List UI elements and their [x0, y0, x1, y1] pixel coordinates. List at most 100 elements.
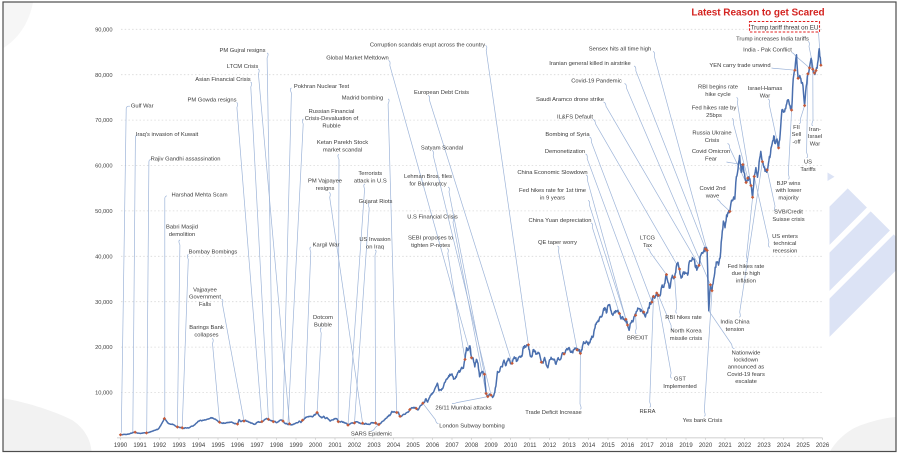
svg-text:30,000: 30,000	[95, 300, 112, 306]
svg-text:90,000: 90,000	[95, 27, 112, 33]
svg-text:Ketan Parekh Stock: Ketan Parekh Stock	[317, 140, 368, 146]
svg-text:US: US	[804, 160, 812, 166]
svg-text:Covid 2nd: Covid 2nd	[699, 186, 725, 192]
svg-text:2001: 2001	[328, 443, 342, 449]
svg-text:2014: 2014	[582, 443, 596, 449]
svg-text:Russian Financial: Russian Financial	[309, 109, 355, 115]
svg-text:Covid-19 fears: Covid-19 fears	[727, 372, 765, 378]
svg-text:FII: FII	[793, 125, 800, 131]
svg-text:Global Market Meltdown: Global Market Meltdown	[326, 56, 389, 62]
svg-text:Sensex hits all time high: Sensex hits all time high	[589, 47, 652, 53]
svg-text:with lower: with lower	[775, 188, 802, 194]
svg-text:20,000: 20,000	[95, 345, 112, 351]
svg-text:Saudi Aramco drone strike: Saudi Aramco drone strike	[536, 97, 604, 103]
svg-text:Kargil War: Kargil War	[313, 243, 340, 249]
svg-text:U.S Financial Crisis: U.S Financial Crisis	[407, 215, 458, 221]
svg-text:1996: 1996	[231, 443, 245, 449]
svg-text:Barings Bank: Barings Bank	[189, 325, 224, 331]
svg-text:Bubble: Bubble	[314, 322, 332, 328]
svg-text:RERA: RERA	[639, 409, 655, 415]
svg-text:1992: 1992	[153, 443, 167, 449]
svg-text:2004: 2004	[387, 443, 401, 449]
svg-text:hike cycle: hike cycle	[705, 92, 730, 98]
svg-text:GST: GST	[674, 377, 686, 383]
svg-text:2016: 2016	[621, 443, 635, 449]
svg-text:Iraq's invasion of Kuwait: Iraq's invasion of Kuwait	[136, 132, 199, 138]
svg-text:1993: 1993	[172, 443, 186, 449]
svg-text:Demonetization: Demonetization	[545, 149, 585, 155]
svg-text:SARS Epidemic: SARS Epidemic	[351, 432, 392, 438]
svg-text:Iranian general killed in airs: Iranian general killed in airstrike	[549, 61, 631, 67]
svg-text:2020: 2020	[699, 443, 713, 449]
svg-text:Fear: Fear	[705, 156, 717, 162]
svg-text:Tariffs: Tariffs	[800, 167, 815, 173]
svg-text:PM Gowda resigns: PM Gowda resigns	[188, 98, 237, 104]
svg-text:for Bankruptcy: for Bankruptcy	[409, 181, 446, 187]
svg-text:1994: 1994	[192, 443, 206, 449]
svg-text:2018: 2018	[660, 443, 674, 449]
svg-text:collapses: collapses	[194, 332, 218, 338]
svg-text:BREXIT: BREXIT	[627, 336, 648, 342]
svg-text:2002: 2002	[348, 443, 362, 449]
svg-text:majority: majority	[778, 195, 798, 201]
svg-text:2011: 2011	[524, 443, 538, 449]
svg-text:Rajiv Gandhi assassination: Rajiv Gandhi assassination	[151, 157, 221, 163]
svg-text:Gulf War: Gulf War	[131, 104, 154, 110]
svg-text:Terrorists: Terrorists	[358, 171, 382, 177]
svg-text:70,000: 70,000	[95, 118, 112, 124]
svg-text:in 9 years: in 9 years	[540, 195, 565, 201]
svg-text:2012: 2012	[543, 443, 557, 449]
svg-text:Asian Financial Crisis: Asian Financial Crisis	[195, 77, 251, 83]
svg-text:1998: 1998	[270, 443, 284, 449]
svg-text:2005: 2005	[406, 443, 420, 449]
svg-text:Rubble: Rubble	[322, 123, 340, 129]
svg-text:80,000: 80,000	[95, 73, 112, 79]
svg-text:European Debt Crisis: European Debt Crisis	[414, 90, 469, 96]
svg-text:Pokhran Nuclear Test: Pokhran Nuclear Test	[294, 84, 350, 90]
svg-text:tighten P-notes: tighten P-notes	[411, 243, 450, 249]
svg-text:missile crisis: missile crisis	[670, 336, 703, 342]
svg-text:25bps: 25bps	[706, 113, 722, 119]
svg-text:Madrid bombing: Madrid bombing	[342, 96, 384, 102]
svg-text:1990: 1990	[114, 443, 128, 449]
svg-text:demolition: demolition	[169, 232, 195, 238]
svg-text:Trump increases India tariffs: Trump increases India tariffs	[736, 37, 809, 43]
svg-text:-off: -off	[792, 139, 801, 145]
svg-text:Lehman Bros. files: Lehman Bros. files	[404, 174, 452, 180]
svg-text:attack in U.S: attack in U.S	[354, 178, 387, 184]
svg-text:2013: 2013	[562, 443, 576, 449]
svg-text:2007: 2007	[445, 443, 459, 449]
svg-text:Babri Masjid: Babri Masjid	[166, 225, 198, 231]
svg-text:tension: tension	[726, 327, 745, 333]
svg-text:Gujarat Riots: Gujarat Riots	[359, 199, 393, 205]
svg-text:due to high: due to high	[732, 271, 761, 277]
svg-text:Tax: Tax	[643, 243, 652, 249]
svg-text:26/11 Mumbai attacks: 26/11 Mumbai attacks	[435, 406, 491, 412]
svg-text:on Iraq: on Iraq	[366, 244, 384, 250]
svg-text:YEN carry trade unwind: YEN carry trade unwind	[709, 63, 770, 69]
svg-text:10,000: 10,000	[95, 391, 112, 397]
svg-text:Israel-Hamas: Israel-Hamas	[748, 86, 783, 92]
svg-text:announced as: announced as	[728, 365, 765, 371]
svg-text:1995: 1995	[211, 443, 225, 449]
svg-text:2024: 2024	[777, 443, 791, 449]
svg-text:40,000: 40,000	[95, 254, 112, 260]
svg-text:2008: 2008	[465, 443, 479, 449]
svg-text:Corruption scandals erupt acro: Corruption scandals erupt across the cou…	[370, 43, 485, 49]
svg-text:Yes bank Crisis: Yes bank Crisis	[683, 418, 723, 424]
svg-text:War: War	[810, 141, 820, 147]
svg-text:2015: 2015	[601, 443, 615, 449]
svg-text:SEBI proposes to: SEBI proposes to	[408, 236, 453, 242]
svg-text:Harshad Mehta Scam: Harshad Mehta Scam	[172, 193, 228, 199]
svg-text:Trade Deficit Increase: Trade Deficit Increase	[525, 410, 582, 416]
svg-text:Covid-19 Pandemic: Covid-19 Pandemic	[571, 79, 622, 85]
svg-text:Trump tariff threat on EU: Trump tariff threat on EU	[751, 24, 819, 31]
svg-text:lockdown: lockdown	[734, 358, 758, 364]
svg-text:Implemented: Implemented	[663, 384, 697, 390]
svg-text:Sell: Sell	[792, 132, 802, 138]
svg-text:recession: recession	[773, 248, 798, 254]
svg-text:North Korea: North Korea	[670, 329, 702, 335]
svg-text:LTCG: LTCG	[640, 236, 656, 242]
svg-text:Covid Omicron: Covid Omicron	[692, 149, 730, 155]
svg-text:2025: 2025	[796, 443, 810, 449]
